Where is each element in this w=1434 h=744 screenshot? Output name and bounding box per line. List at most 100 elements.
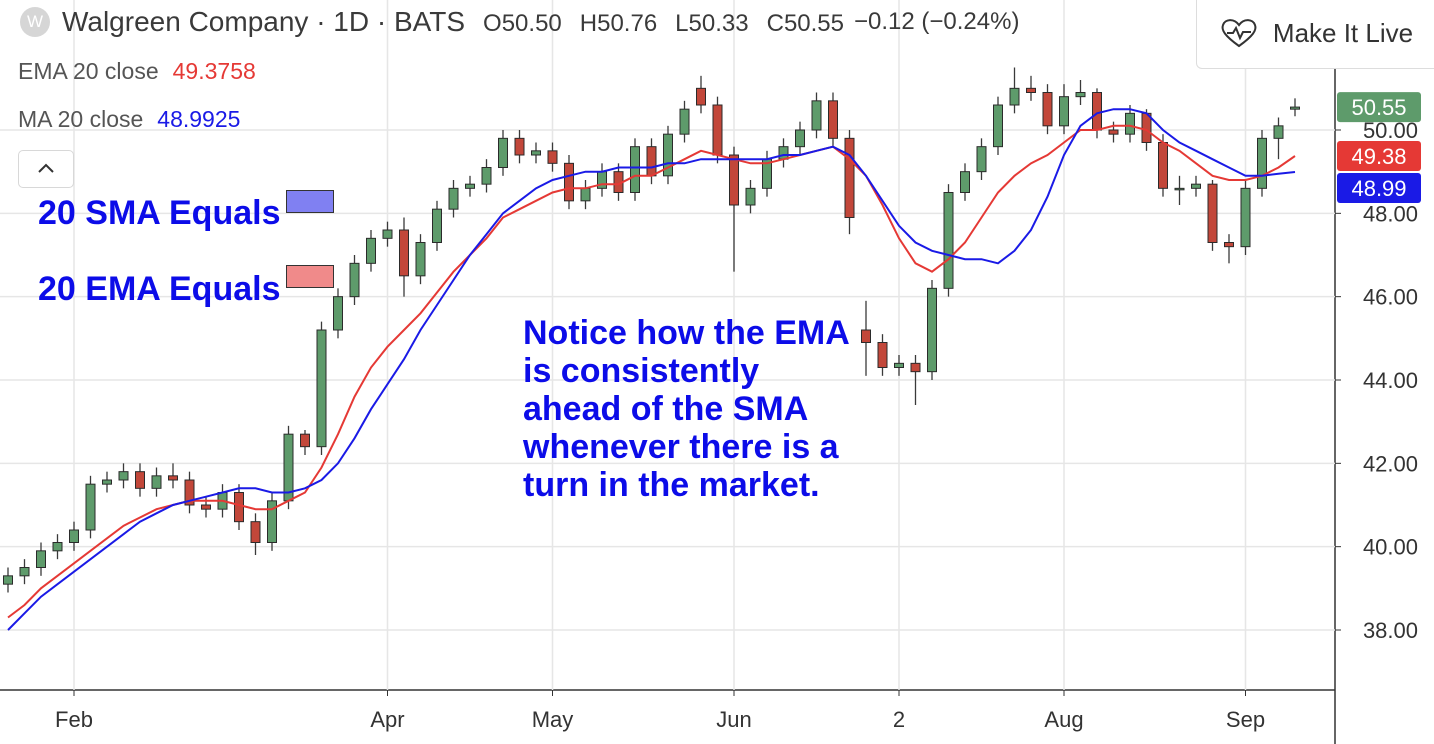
y-tick-label: 42.00 (1363, 451, 1418, 476)
candle-body (481, 167, 492, 185)
candle-body (547, 150, 558, 164)
candle-body (580, 187, 591, 202)
candle-body (349, 262, 360, 298)
collapse-legend-button[interactable] (18, 150, 74, 188)
ohlc-label: O (483, 10, 502, 37)
ohlc-values: O50.50 H50.76 L50.33 C50.55 (465, 6, 844, 38)
candle-body (1026, 87, 1036, 94)
y-tick-label: 46.00 (1363, 285, 1418, 310)
candle-body (729, 154, 739, 206)
legend-ma[interactable]: MA 20 close 48.9925 (18, 106, 240, 133)
candle-body (712, 104, 723, 156)
candle-body (118, 471, 129, 481)
candle-body (1207, 183, 1218, 244)
candle-body (679, 108, 690, 135)
candle-body (531, 150, 541, 156)
candle-body (201, 504, 211, 510)
candle-body (1290, 106, 1300, 110)
candle-body (234, 492, 244, 523)
candle-body (415, 242, 426, 277)
y-tick-label: 38.00 (1363, 618, 1418, 643)
x-tick-label: May (532, 707, 574, 732)
ohlc-label: L (675, 10, 689, 37)
candle-body (3, 575, 13, 585)
y-tick-label: 48.00 (1363, 201, 1418, 226)
annotation-text: 20 EMA Equals (38, 270, 281, 308)
candle-body (993, 104, 1003, 148)
candle-body (1009, 87, 1020, 106)
y-tick-label: 40.00 (1363, 535, 1418, 560)
price-tag-label: 48.99 (1351, 176, 1406, 201)
candle-body (663, 133, 673, 177)
candle-body (448, 187, 459, 210)
candle-body (69, 529, 79, 543)
candle-body (778, 146, 789, 160)
ma-line (7, 124, 1296, 619)
candle-body (514, 137, 525, 156)
candle-body (1158, 142, 1168, 189)
candle-body (52, 542, 63, 552)
candle-body (135, 471, 145, 489)
candle-body (1108, 129, 1119, 135)
ma-line (7, 108, 1296, 631)
candle-body (36, 550, 46, 568)
candle-body (795, 129, 805, 148)
candle-body (1042, 92, 1053, 127)
price-tag (1337, 141, 1421, 172)
ohlc-value: 50.76 (597, 10, 658, 37)
candle-body (333, 296, 343, 331)
candle-body (300, 433, 310, 448)
legend-label: MA 20 close (18, 106, 144, 132)
candle-body (85, 483, 96, 531)
candle-body (250, 521, 261, 544)
x-tick-label: Jun (716, 707, 751, 732)
heart-icon (1221, 19, 1257, 48)
candle-body (745, 187, 756, 206)
legend-value: 48.9925 (157, 106, 241, 132)
candle-body (960, 171, 970, 194)
candles (3, 67, 1300, 593)
candle-body (151, 475, 162, 489)
candle-body (630, 146, 640, 194)
chart-title: Walgreen Company · 1D · BATS (62, 6, 466, 37)
ohlc-label: C (766, 10, 784, 37)
candle-body (1224, 242, 1234, 248)
note-line: is consistently (523, 352, 760, 390)
candle-body (894, 362, 904, 369)
candle-body (1273, 125, 1284, 139)
candle-body (646, 146, 657, 177)
make-it-live-button[interactable]: Make It Live (1196, 0, 1434, 69)
annotation-text: 20 SMA Equals (38, 194, 281, 232)
symbol-logo: W (20, 7, 50, 37)
legend-ema[interactable]: EMA 20 close 49.3758 (18, 58, 256, 85)
candle-body (828, 100, 838, 139)
candle-body (1174, 187, 1185, 191)
y-tick-label: 44.00 (1363, 368, 1418, 393)
candle-body (927, 287, 937, 373)
candle-body (1059, 96, 1069, 127)
candle-body (432, 208, 442, 244)
x-tick-label: Sep (1226, 707, 1265, 732)
candle-body (267, 500, 277, 544)
ohlc-value: 50.55 (783, 10, 844, 37)
button-label: Make It Live (1272, 17, 1414, 48)
chevron-icon (38, 163, 54, 173)
candle-body (564, 162, 574, 202)
note-line: whenever there is a (523, 428, 839, 466)
candle-body (399, 229, 409, 277)
price-tag (1337, 92, 1421, 123)
annotation-swatch (286, 265, 334, 288)
candle-body (366, 237, 376, 264)
candle-body (861, 329, 871, 343)
ohlc-value: 50.33 (688, 10, 749, 37)
price-tag-label: 50.55 (1351, 95, 1406, 120)
candle-body (877, 342, 888, 368)
y-tick-label: 50.00 (1363, 118, 1418, 143)
x-tick-label: Feb (55, 707, 93, 732)
candle-body (465, 183, 475, 189)
price-tag-label: 49.38 (1351, 144, 1406, 169)
legend-label: EMA 20 close (18, 58, 159, 84)
candle-body (811, 100, 822, 131)
chart-header: W Walgreen Company · 1D · BATS O50.50 H50… (20, 6, 1019, 38)
